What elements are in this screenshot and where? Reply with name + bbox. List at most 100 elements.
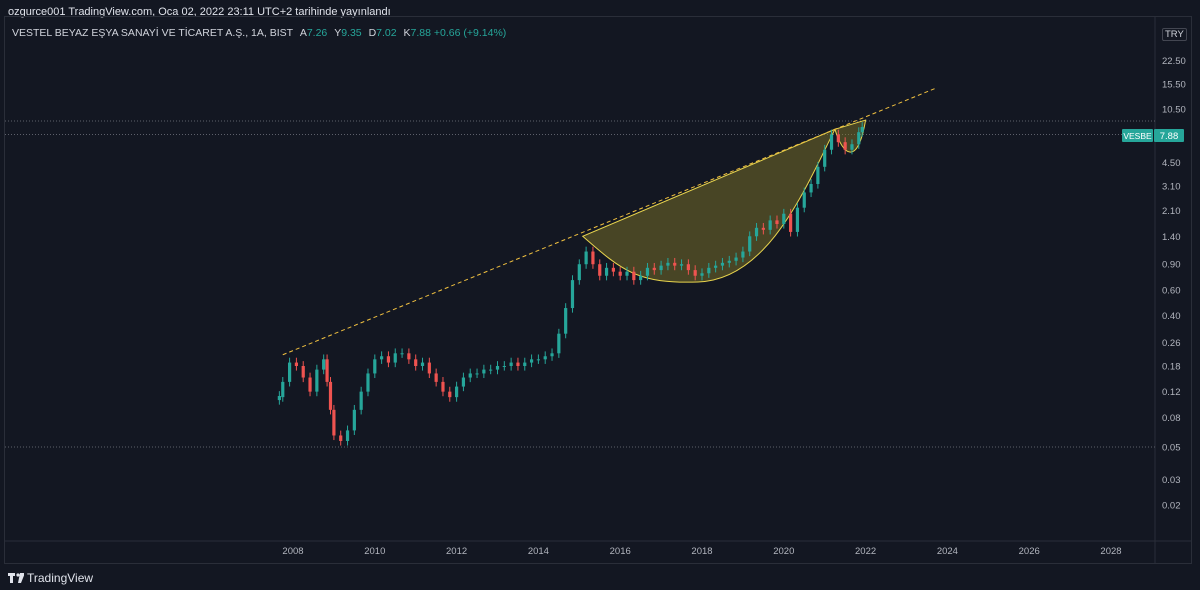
candle xyxy=(707,262,711,278)
chart-frame[interactable] xyxy=(4,16,1192,564)
candle-body xyxy=(441,381,445,392)
candle xyxy=(577,259,581,285)
publication-line: ozgurce001 TradingView.com, Oca 02, 2022… xyxy=(8,6,391,18)
candle-body xyxy=(843,142,847,150)
legend-open: 7.26 xyxy=(306,27,328,39)
candle xyxy=(550,348,554,361)
candle-body xyxy=(577,264,581,281)
candle xyxy=(455,381,459,402)
candle xyxy=(761,222,765,235)
candle xyxy=(795,202,800,237)
candle-body xyxy=(673,262,677,266)
candle-body xyxy=(829,134,834,150)
time-tick-label: 2020 xyxy=(773,546,794,557)
price-tick-label: 3.10 xyxy=(1162,182,1181,193)
candle-body xyxy=(754,227,759,237)
candle-body xyxy=(325,359,329,382)
candle-body xyxy=(604,267,609,276)
candle xyxy=(281,377,285,402)
candle-body xyxy=(795,207,800,232)
candle-body xyxy=(407,353,411,360)
candle xyxy=(407,348,411,364)
candle xyxy=(322,354,326,375)
candle xyxy=(860,122,864,137)
candle xyxy=(734,252,738,266)
candle-body xyxy=(516,362,520,366)
candle-body xyxy=(277,396,281,401)
candle-body xyxy=(570,280,575,309)
price-axis[interactable]: 32.5022.5015.5010.507.004.503.102.101.40… xyxy=(1162,33,1186,512)
time-tick-label: 2012 xyxy=(446,546,467,557)
candle xyxy=(850,139,854,155)
candle-body xyxy=(332,409,336,436)
candle xyxy=(523,357,527,371)
price-tick-label: 4.50 xyxy=(1162,158,1181,169)
last-price-text: 7.88 xyxy=(1160,131,1179,142)
candle-body xyxy=(857,132,861,145)
candle xyxy=(434,368,438,387)
candle xyxy=(720,257,725,271)
price-tick-label: 0.08 xyxy=(1162,413,1181,424)
candle-body xyxy=(455,386,459,398)
candle xyxy=(308,372,312,397)
candle-body xyxy=(720,262,725,266)
candle xyxy=(625,266,629,281)
price-tick-label: 0.12 xyxy=(1162,387,1181,398)
tradingview-logo-icon xyxy=(8,573,24,583)
candle xyxy=(359,386,363,415)
trendline xyxy=(282,87,936,356)
candle xyxy=(632,266,636,285)
candle-body xyxy=(666,262,670,266)
candle xyxy=(328,377,333,415)
candle xyxy=(829,129,834,155)
candle-body xyxy=(529,359,534,363)
candle-body xyxy=(836,134,840,143)
candle-body xyxy=(434,373,438,382)
candle-body xyxy=(816,166,820,185)
candle-body xyxy=(322,359,326,370)
candle-body xyxy=(686,264,690,271)
candle-body xyxy=(427,362,431,374)
candle-body xyxy=(489,369,493,371)
candle xyxy=(639,270,643,285)
legend-close-label: K xyxy=(403,27,411,39)
candle-body xyxy=(339,435,343,441)
candle-body xyxy=(598,264,602,276)
candle-body xyxy=(543,356,547,360)
candle xyxy=(604,262,609,281)
candle xyxy=(420,357,425,371)
candle xyxy=(666,257,670,271)
candles xyxy=(277,122,864,446)
candle xyxy=(315,364,319,397)
candle-body xyxy=(315,369,319,392)
price-tick-label: 0.26 xyxy=(1162,338,1181,349)
candle-body xyxy=(461,377,466,387)
candle xyxy=(502,361,506,371)
time-tick-label: 2028 xyxy=(1100,546,1121,557)
candle-body xyxy=(693,270,697,276)
candle-body xyxy=(802,192,806,208)
candle xyxy=(557,328,561,358)
candle xyxy=(591,246,595,269)
candle-body xyxy=(789,213,793,232)
candle-body xyxy=(734,257,738,261)
candle-body xyxy=(523,362,527,366)
candle-body xyxy=(611,267,615,272)
candle xyxy=(857,127,861,149)
candle-body xyxy=(294,362,299,366)
candle-body xyxy=(380,356,384,360)
candle xyxy=(366,368,370,397)
candle xyxy=(536,354,540,364)
price-tick-label: 2.10 xyxy=(1162,206,1181,217)
candle xyxy=(543,351,547,364)
candle-body xyxy=(345,430,350,441)
candle-body xyxy=(366,373,370,392)
currency-badge[interactable]: TRY xyxy=(1162,28,1187,41)
candle xyxy=(448,386,452,402)
candle xyxy=(782,208,786,229)
rounded-bottom-pattern xyxy=(581,128,836,283)
candle-body xyxy=(618,271,622,276)
time-axis[interactable]: 2008 2010 2012 2014 2016 2018 2020 2022 2024 2026… xyxy=(282,546,1121,557)
candle-body xyxy=(328,381,333,410)
